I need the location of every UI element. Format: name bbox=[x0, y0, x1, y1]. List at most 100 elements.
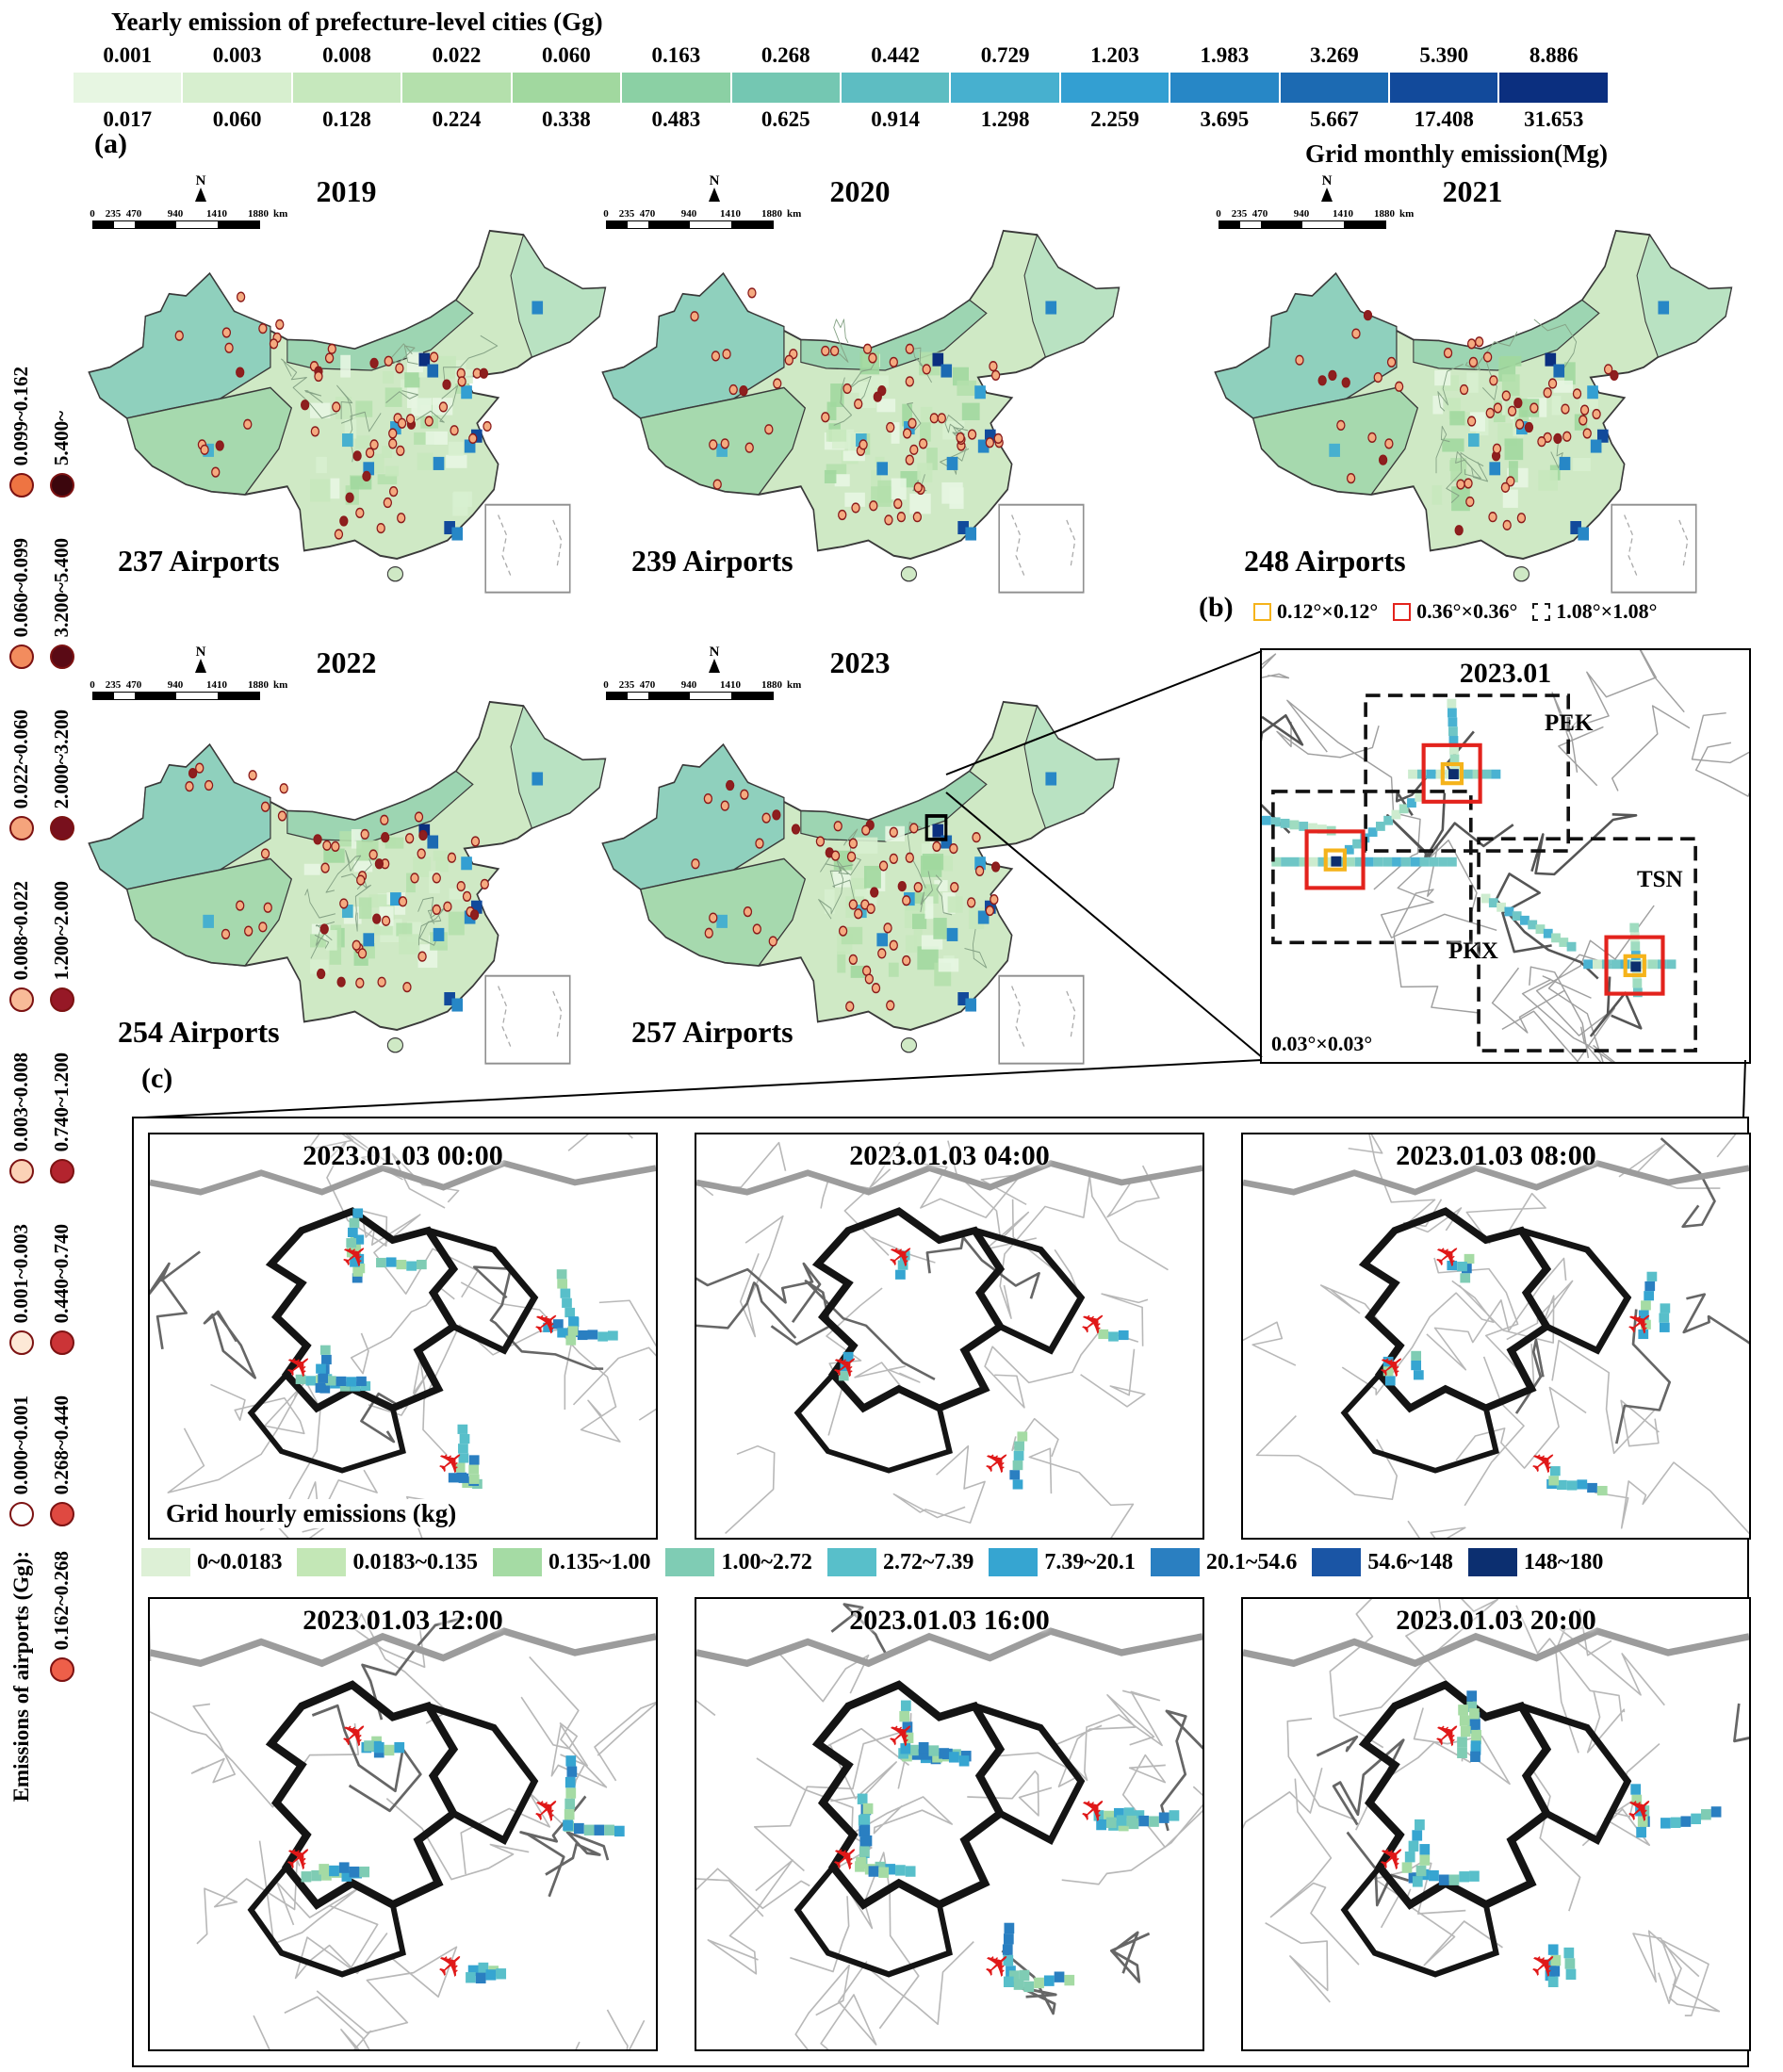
north-label: N bbox=[709, 644, 720, 660]
ramp-step: 0.163 0.483 bbox=[622, 41, 730, 134]
airport-legend-row: 0.000~0.001 0.268~0.440 bbox=[2, 1379, 85, 1526]
ramp-step: 0.008 0.128 bbox=[292, 41, 401, 134]
hourly-legend-swatch bbox=[826, 1548, 876, 1576]
hourly-legend-label: 0.135~1.00 bbox=[548, 1549, 651, 1574]
hourly-legend-swatch bbox=[297, 1548, 347, 1576]
scalebar-segment bbox=[731, 221, 773, 228]
large-range-label: 2.000~3.200 bbox=[50, 709, 73, 808]
scalebar-segment bbox=[176, 693, 218, 699]
ramp-swatch bbox=[183, 73, 291, 103]
scalebar-segment bbox=[135, 221, 176, 228]
scalebar-unit: km bbox=[1399, 208, 1415, 220]
ramp-step: 0.003 0.060 bbox=[183, 41, 291, 134]
ramp-top-value: 0.442 bbox=[871, 43, 921, 67]
regional-map-2023-01: 2023.01 PEK TSN PKX 0.03°×0.03° bbox=[1260, 648, 1751, 1064]
map-year-title: 2020 bbox=[829, 174, 891, 208]
scalebar-segment bbox=[1302, 221, 1344, 228]
scalebar-tick: 940 bbox=[167, 208, 184, 220]
hourly-map-cell: ✈ ✈ ✈ ✈ 2023.01.03 20:00 bbox=[1241, 1597, 1751, 2051]
large-range-circle-icon bbox=[49, 1502, 74, 1526]
hourly-map-cell: ✈ ✈ ✈ ✈ 2023.01.03 04:00 bbox=[695, 1133, 1204, 1540]
scalebar-tick: 235 bbox=[105, 679, 122, 691]
regional-map-title: 2023.01 bbox=[1459, 658, 1552, 689]
small-range-circle-icon bbox=[8, 1159, 34, 1183]
scalebar-tick: 1410 bbox=[720, 208, 741, 220]
ramp-top-value: 0.060 bbox=[542, 43, 591, 67]
ramp-top-value: 0.008 bbox=[322, 43, 371, 67]
china-map-cell: 2021 N 0 235 470 940 1410 1880 km 248 Airports bbox=[1211, 174, 1734, 627]
hourly-legend-label: 0~0.0183 bbox=[197, 1549, 283, 1574]
panel-a-label: (a) bbox=[94, 128, 127, 159]
grid-size-label: 0.12°×0.12° bbox=[1277, 599, 1379, 623]
north-label: N bbox=[195, 644, 206, 660]
small-range-label: 0.003~0.008 bbox=[9, 1052, 32, 1151]
scalebar-segment bbox=[607, 221, 628, 228]
top-legend-title: Yearly emission of prefecture-level citi… bbox=[111, 8, 603, 36]
scalebar-segment bbox=[176, 221, 218, 228]
ramp-bottom-value: 0.914 bbox=[871, 107, 921, 131]
ramp-top-value: 3.269 bbox=[1309, 43, 1359, 67]
grid-size-swatch-icon bbox=[1532, 602, 1551, 621]
ramp-bottom-value: 3.695 bbox=[1200, 107, 1250, 131]
ramp-top-value: 0.163 bbox=[651, 43, 701, 67]
hourly-legend-swatch bbox=[665, 1548, 715, 1576]
scalebar-segment bbox=[648, 221, 690, 228]
scalebar-segment bbox=[114, 693, 135, 699]
scalebar-tick: 470 bbox=[1251, 208, 1268, 220]
airport-legend-row: 0.003~0.008 0.740~1.200 bbox=[2, 1036, 85, 1183]
scalebar-segment bbox=[218, 221, 259, 228]
svg-text:✈: ✈ bbox=[1522, 1441, 1568, 1486]
panel-b-label: (b) bbox=[1199, 592, 1234, 623]
small-range-circle-icon bbox=[8, 816, 34, 840]
north-arrow-triangle-icon bbox=[709, 188, 720, 202]
scalebar-segment bbox=[93, 693, 114, 699]
regional-map-graphic bbox=[1262, 650, 1749, 1062]
scalebar-tick: 0 bbox=[90, 208, 95, 220]
grid-size-swatch-icon bbox=[1393, 602, 1412, 621]
hourly-map-graphic: ✈✈✈✈ bbox=[696, 1140, 1202, 1538]
scale-bar: 0 235 470 940 1410 1880 km bbox=[1216, 208, 1416, 229]
large-range-label: 0.268~0.440 bbox=[50, 1395, 73, 1494]
china-map-cell: 2023 N 0 235 470 940 1410 1880 km 257 Airports bbox=[598, 645, 1121, 1098]
ramp-step: 0.268 0.625 bbox=[731, 41, 840, 134]
ramp-bottom-value: 17.408 bbox=[1414, 107, 1474, 131]
ramp-bottom-value: 0.017 bbox=[103, 107, 153, 131]
large-range-circle-icon bbox=[49, 1330, 74, 1355]
small-range-circle-icon bbox=[8, 1502, 34, 1526]
grid-size-legend-item: 0.12°×0.12° bbox=[1253, 599, 1378, 624]
hourly-legend: 0~0.0183 0.0183~0.135 0.135~1.00 1.00~2.72 2… bbox=[141, 1548, 1743, 1576]
china-map-graphic bbox=[88, 229, 607, 594]
ramp-swatch bbox=[841, 73, 950, 103]
ramp-bottom-value: 0.338 bbox=[542, 107, 591, 131]
hourly-legend-label: 1.00~2.72 bbox=[721, 1549, 812, 1574]
hourly-map-cell: ✈ ✈ ✈ ✈ 2023.01.03 08:00 bbox=[1241, 1133, 1751, 1540]
ramp-bottom-value: 0.483 bbox=[651, 107, 701, 131]
large-range-circle-icon bbox=[49, 644, 74, 669]
scalebar-unit: km bbox=[787, 679, 802, 691]
hourly-map-title: 2023.01.03 08:00 bbox=[1396, 1140, 1596, 1171]
scalebar-tick: 235 bbox=[1231, 208, 1248, 220]
airport-legend-row: 0.001~0.003 0.440~0.740 bbox=[2, 1208, 85, 1355]
scalebar-tick: 470 bbox=[125, 208, 142, 220]
north-arrow-icon: N bbox=[182, 174, 220, 202]
airport-count-label: 248 Airports bbox=[1244, 544, 1406, 578]
ramp-swatch bbox=[622, 73, 730, 103]
hourly-legend-label: 54.6~148 bbox=[1367, 1549, 1453, 1574]
scalebar-segment bbox=[648, 693, 690, 699]
svg-text:✈: ✈ bbox=[333, 1234, 379, 1280]
grid-size-legend-item: 1.08°×1.08° bbox=[1532, 599, 1657, 624]
scalebar-tick: 940 bbox=[680, 679, 697, 691]
scalebar-segment bbox=[114, 221, 135, 228]
ramp-step: 0.022 0.224 bbox=[402, 41, 511, 134]
ramp-top-value: 5.390 bbox=[1419, 43, 1469, 67]
grid-size-swatch-icon bbox=[1253, 602, 1271, 621]
hourly-legend-label: 2.72~7.39 bbox=[882, 1549, 974, 1574]
map-year-title: 2023 bbox=[829, 645, 891, 679]
svg-text:✈: ✈ bbox=[1522, 1941, 1567, 1990]
ramp-step: 1.203 2.259 bbox=[1060, 41, 1170, 134]
scale-bar: 0 235 470 940 1410 1880 km bbox=[603, 208, 804, 229]
airport-legend-row: 0.099~0.162 5.400~ bbox=[2, 351, 85, 498]
ramp-step: 0.001 0.017 bbox=[74, 41, 182, 134]
north-arrow-triangle-icon bbox=[195, 659, 206, 673]
hourly-legend-swatch bbox=[141, 1548, 190, 1576]
